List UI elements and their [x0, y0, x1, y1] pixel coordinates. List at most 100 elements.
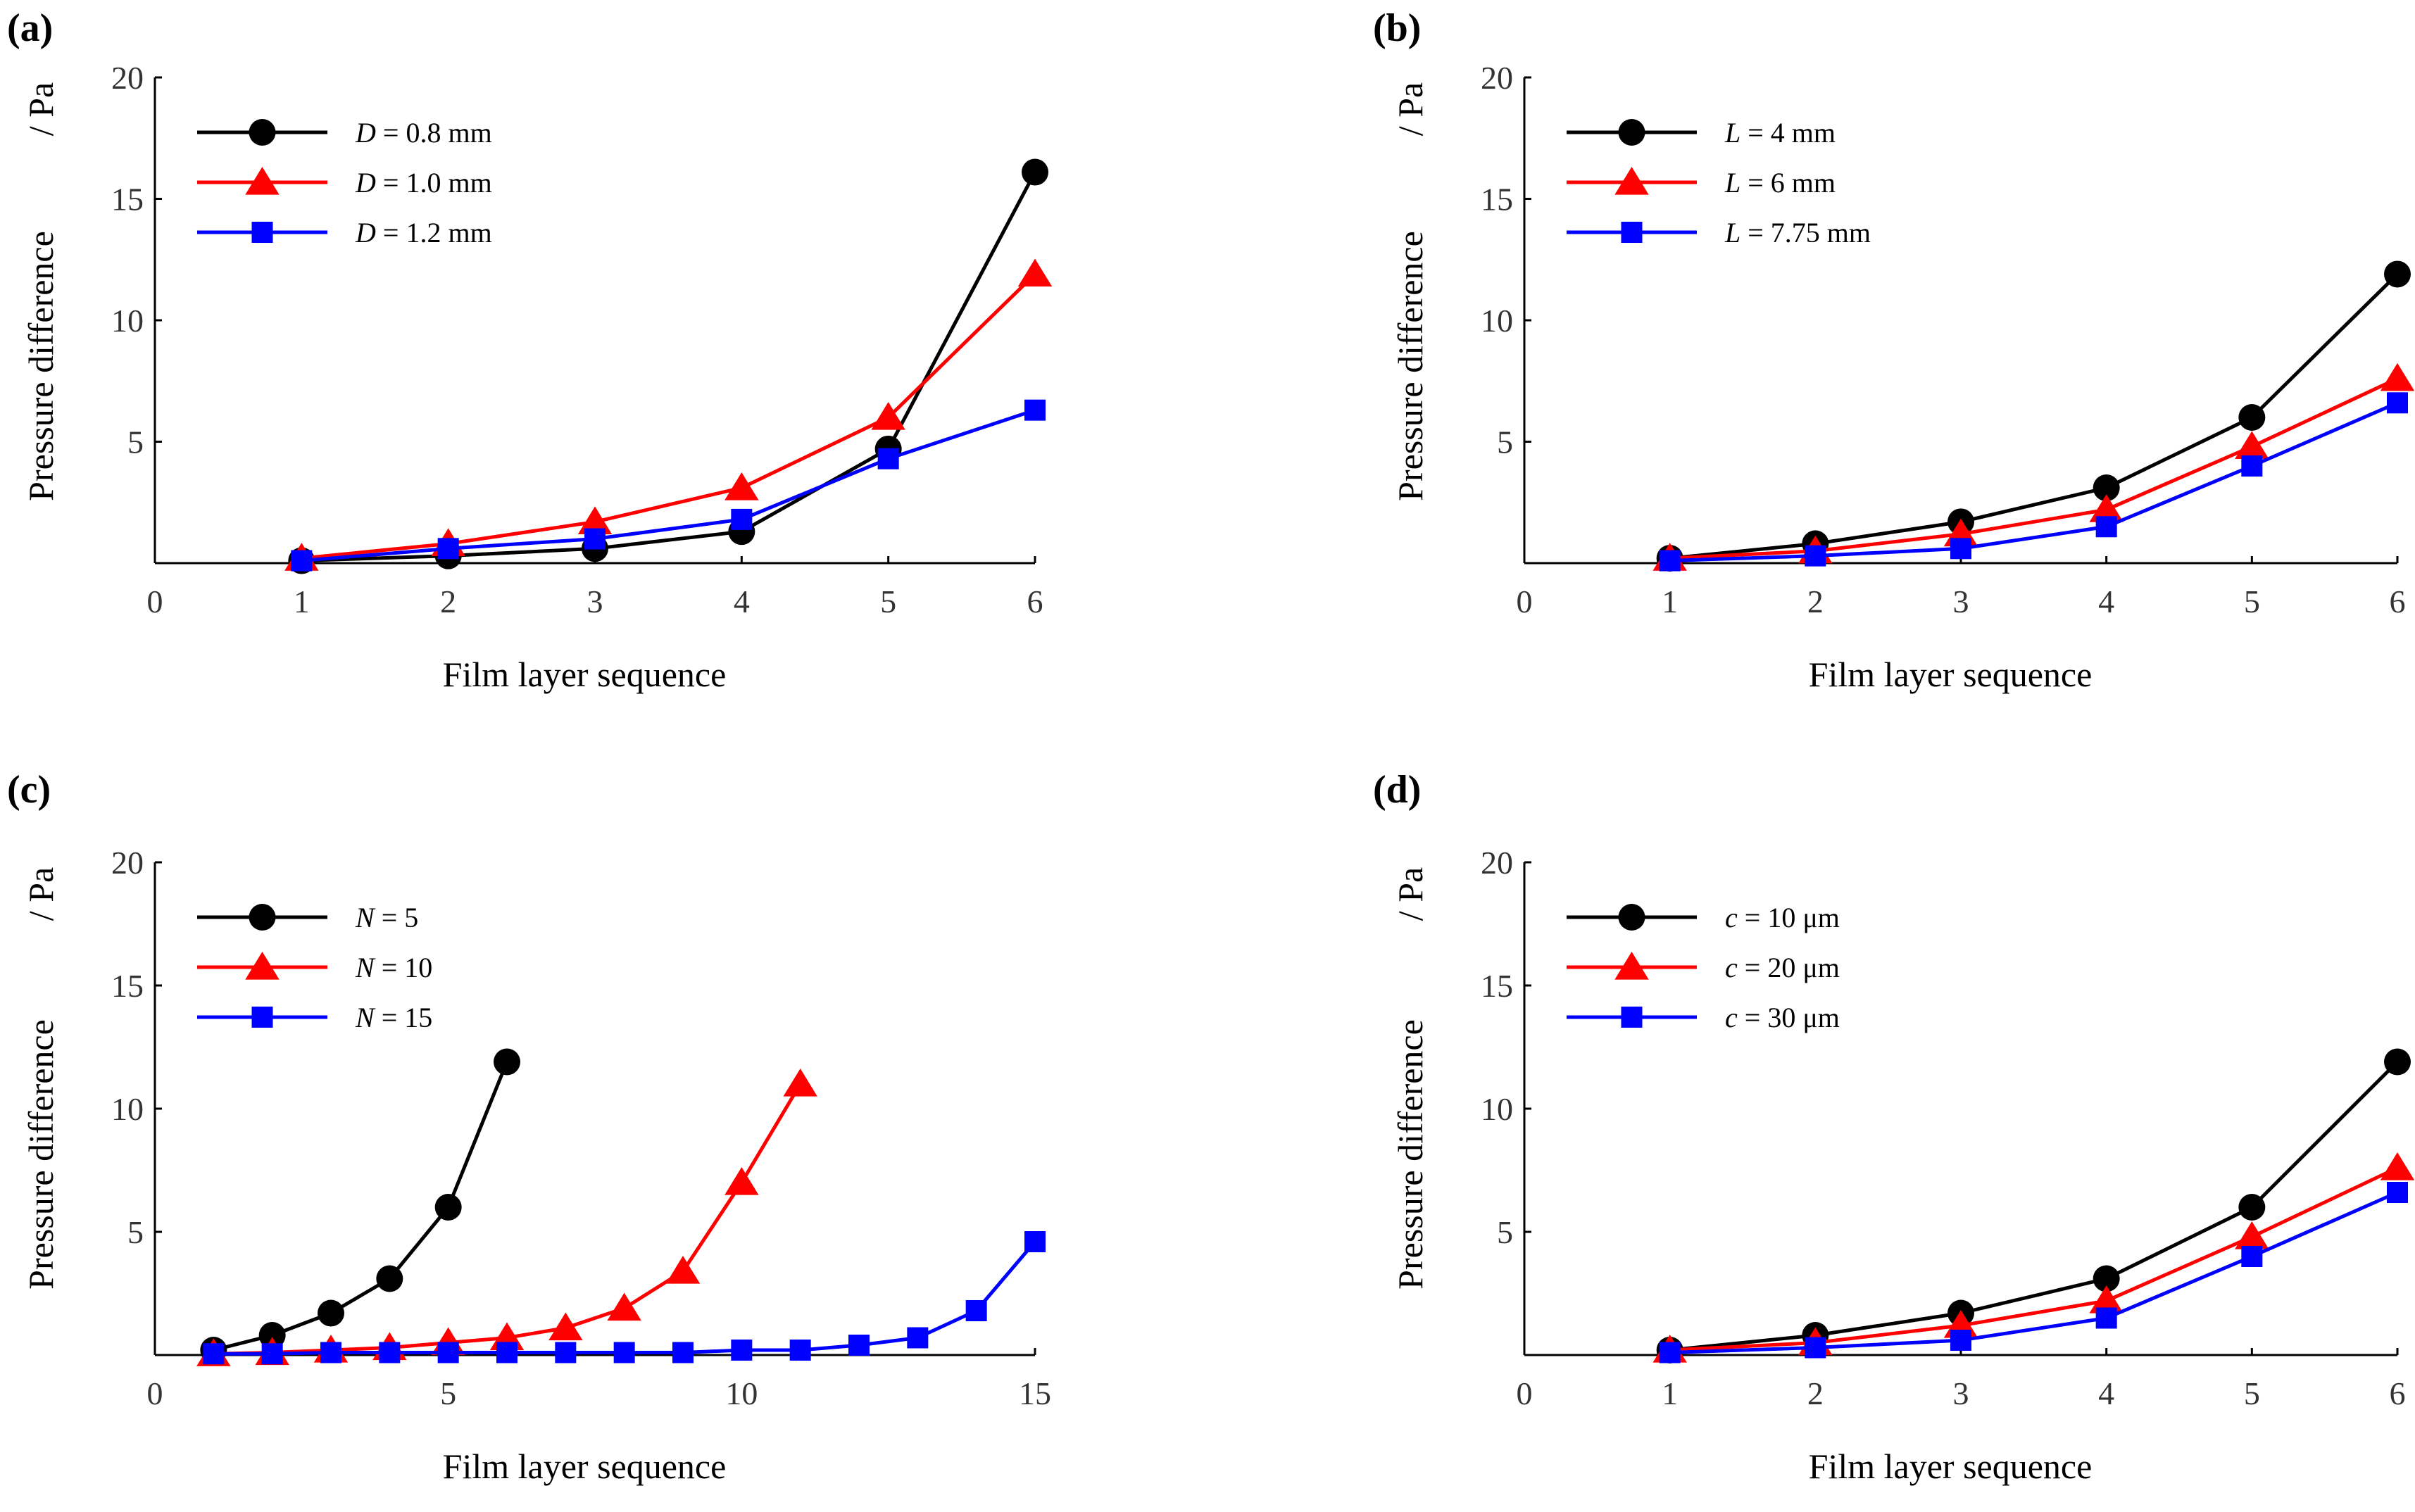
legend: N = 5 N = 10 N = 15: [197, 902, 432, 1033]
data-point: [1659, 1342, 1681, 1363]
data-point: [1805, 1337, 1826, 1359]
legend-marker: [251, 222, 273, 243]
x-tick-label: 10: [725, 1375, 758, 1411]
series-line: [1669, 1190, 2399, 1354]
legend-entry: D = 1.2 mm: [355, 217, 492, 248]
x-tick-label: 3: [1953, 1375, 1969, 1411]
series-line: [1669, 1166, 2399, 1352]
data-point: [2241, 1246, 2263, 1267]
x-axis-label: Film layer sequence: [1809, 1447, 2093, 1486]
data-point: [1950, 1330, 1971, 1351]
y-tick-label: 15: [1481, 182, 1513, 218]
data-point: [2241, 455, 2263, 477]
x-tick-label: 2: [440, 584, 456, 619]
data-point: [577, 506, 613, 534]
y-tick-label: 10: [111, 1091, 144, 1127]
legend-entry: L = 7.75 mm: [1724, 217, 1871, 248]
data-point: [2387, 392, 2408, 414]
x-tick-label: 0: [1517, 584, 1533, 619]
legend-entry: N = 15: [355, 1002, 432, 1033]
data-point: [2089, 494, 2124, 522]
data-point: [434, 1194, 462, 1221]
data-point: [437, 538, 459, 560]
data-point: [2380, 1152, 2415, 1180]
x-axis-label: Film layer sequence: [1809, 655, 2093, 694]
data-point: [494, 1048, 520, 1076]
x-tick-label: 1: [294, 584, 310, 619]
series-line: [213, 1083, 802, 1356]
x-tick-label: 5: [880, 584, 896, 619]
y-tick-label: 5: [127, 1214, 144, 1250]
y-tick-label: 10: [111, 303, 144, 339]
data-point: [258, 1322, 286, 1349]
legend-entry: c = 10 μm: [1725, 902, 1840, 933]
x-tick-label: 4: [2098, 1375, 2114, 1411]
chart-panel-d: (d) 0 1 2 3 4 5 6 5 10 15 20 Film layer sequence Pres…: [1373, 768, 2415, 1486]
x-tick-label: 0: [147, 1375, 163, 1411]
data-point: [665, 1256, 701, 1284]
x-tick-label: 3: [1953, 584, 1969, 619]
x-tick-label: 0: [1517, 1375, 1533, 1411]
series-2: [1652, 1152, 2415, 1363]
legend-entry: L = 4 mm: [1724, 117, 1836, 149]
x-tick-label: 3: [587, 584, 603, 619]
chart-panel-a: (a) 0 1 2 3 4 5 6 5 10 15 20 Film layer sequence Pres…: [7, 6, 1053, 694]
x-tick-label: 6: [2390, 584, 2406, 619]
data-point: [731, 1340, 753, 1361]
series-line: [1669, 377, 2399, 560]
series-line: [1669, 272, 2399, 560]
data-point: [848, 1335, 870, 1356]
legend-marker: [251, 1007, 273, 1028]
data-point: [2238, 404, 2266, 431]
legend-entry: c = 30 μm: [1725, 1002, 1840, 1033]
y-axis-label: Pressure difference: [21, 1019, 61, 1290]
legend-entry: D = 0.8 mm: [355, 117, 492, 149]
series-1: [200, 1048, 520, 1363]
data-point: [320, 1342, 341, 1363]
data-point: [672, 1342, 694, 1363]
legend-marker: [1614, 952, 1649, 980]
data-point: [2235, 431, 2269, 459]
series-line: [301, 272, 1036, 560]
data-point: [1659, 550, 1681, 572]
data-point: [2093, 474, 2120, 502]
x-tick-label: 2: [1807, 584, 1824, 619]
y-tick-label: 20: [111, 60, 144, 96]
data-point: [2095, 516, 2117, 538]
x-tick-label: 5: [2244, 1375, 2260, 1411]
data-point: [613, 1342, 635, 1363]
data-point: [261, 1343, 283, 1365]
panel-label: (b): [1373, 6, 1421, 50]
x-axis-label: Film layer sequence: [443, 655, 727, 694]
legend-entry: N = 10: [355, 952, 432, 983]
series-3: [203, 1231, 1046, 1365]
data-point: [1022, 158, 1048, 186]
data-point: [877, 448, 899, 470]
x-tick-label: 0: [147, 584, 163, 619]
data-point: [1017, 258, 1053, 287]
panel-label: (d): [1373, 768, 1421, 812]
y-axis-label: Pressure difference: [21, 231, 61, 501]
series-line: [1669, 401, 2398, 563]
data-point: [783, 1069, 817, 1097]
data-point: [731, 508, 753, 530]
data-point: [496, 1342, 518, 1363]
y-tick-label: 5: [127, 424, 144, 460]
y-tick-label: 15: [111, 968, 144, 1004]
x-tick-label: 1: [1662, 584, 1678, 619]
y-tick-label: 5: [1497, 424, 1513, 460]
legend: D = 0.8 mm D = 1.0 mm D = 1.2 mm: [197, 117, 492, 248]
legend-marker: [1621, 222, 1643, 243]
data-point: [2384, 260, 2411, 288]
data-point: [2093, 1265, 2120, 1292]
data-point: [437, 1342, 459, 1363]
data-point: [789, 1340, 811, 1361]
legend-marker: [1618, 119, 1645, 146]
series-3: [1659, 392, 2408, 572]
x-tick-label: 4: [2098, 584, 2114, 619]
y-axis-label: Pressure difference: [1391, 231, 1430, 501]
data-point: [2380, 363, 2415, 391]
series-line: [301, 408, 1036, 563]
legend-marker: [249, 119, 276, 146]
